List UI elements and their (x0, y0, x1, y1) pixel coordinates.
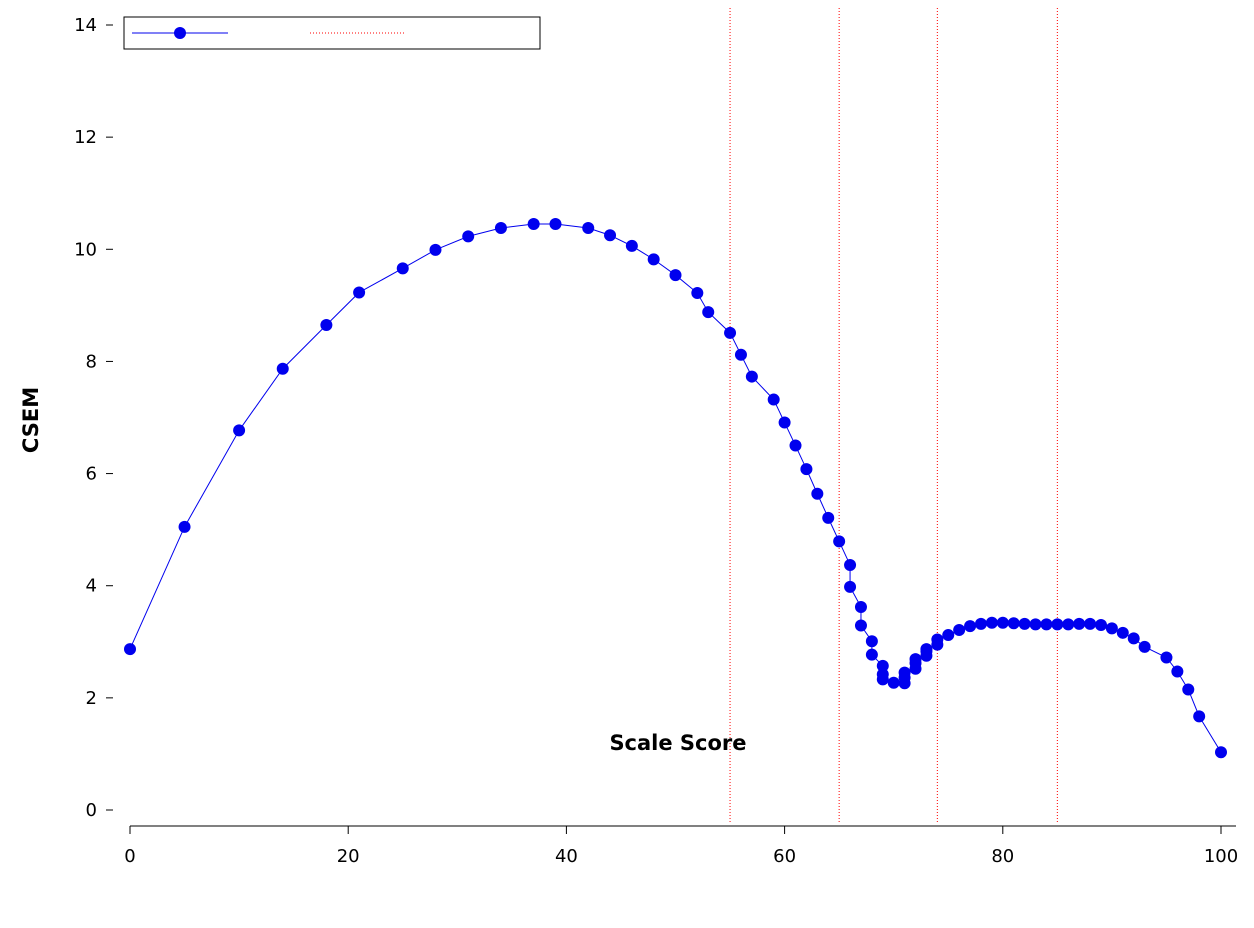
data-point (1051, 618, 1064, 631)
data-point (931, 633, 944, 646)
x-tick-label: 80 (991, 846, 1014, 867)
axes: 0 20 40 60 80 100 0 2 4 6 8 10 12 14 (74, 15, 1238, 867)
data-point (669, 269, 682, 282)
data-point (844, 558, 857, 571)
data-point (353, 286, 366, 299)
data-point (1171, 665, 1184, 678)
data-point (702, 306, 715, 319)
x-tick-label: 100 (1204, 846, 1238, 867)
data-point (745, 370, 758, 383)
x-tick-label: 20 (337, 846, 360, 867)
data-point (625, 239, 638, 252)
y-tick-label: 4 (86, 576, 97, 597)
legend (123, 16, 541, 50)
data-point (909, 653, 922, 666)
data-point (942, 629, 955, 642)
data-point (320, 318, 333, 331)
data-point (1160, 651, 1173, 664)
data-point (854, 619, 867, 632)
y-tick-label: 14 (74, 15, 97, 36)
data-point (1127, 632, 1140, 645)
y-axis-title: CSEM (19, 387, 43, 453)
data-point (996, 616, 1009, 629)
data-point (429, 243, 442, 256)
data-point (1018, 617, 1031, 630)
data-point (811, 487, 824, 500)
data-point (1105, 622, 1118, 635)
data-point (734, 348, 747, 361)
data-point (647, 253, 660, 266)
data-point (178, 520, 191, 533)
data-point (800, 463, 813, 476)
data-point (604, 229, 617, 242)
data-point (582, 221, 595, 234)
data-point (1193, 710, 1206, 723)
y-tick-label: 6 (86, 464, 97, 485)
data-point (865, 635, 878, 648)
data-point (985, 616, 998, 629)
data-point (1215, 746, 1227, 759)
y-tick-label: 8 (86, 351, 97, 372)
data-point (876, 673, 889, 686)
data-point (1182, 683, 1195, 696)
data-point (1007, 617, 1020, 630)
data-point (1040, 618, 1053, 631)
data-point (549, 218, 562, 231)
data-point (276, 362, 289, 375)
data-point (494, 221, 507, 234)
data-point (767, 393, 780, 406)
data-point (462, 230, 475, 243)
data-point (778, 416, 791, 429)
y-tick-label: 12 (74, 127, 97, 148)
data-point (974, 617, 987, 630)
cut-score-lines (729, 8, 1058, 824)
x-tick-label: 0 (124, 846, 135, 867)
data-point (865, 648, 878, 661)
data-point (964, 620, 977, 633)
data-point (1116, 626, 1129, 639)
data-point (898, 666, 911, 679)
series (124, 218, 1227, 759)
data-point (876, 659, 889, 672)
data-point (844, 580, 857, 593)
y-tick-label: 0 (86, 800, 97, 821)
data-point (691, 287, 704, 300)
data-point (396, 262, 409, 275)
data-point (1062, 618, 1075, 631)
data-point (1094, 618, 1107, 631)
data-point (833, 535, 846, 548)
x-tick-label: 40 (555, 846, 578, 867)
data-point (789, 439, 802, 452)
legend-series-marker (174, 27, 186, 39)
y-tick-label: 10 (74, 239, 97, 260)
x-tick-label: 60 (773, 846, 796, 867)
data-point (1138, 640, 1151, 653)
data-point (124, 643, 136, 656)
y-tick-label: 2 (86, 688, 97, 709)
data-point (887, 676, 900, 689)
data-point (1029, 618, 1042, 631)
data-point (724, 326, 737, 339)
data-point (527, 218, 540, 231)
data-point (822, 511, 835, 524)
data-point (233, 424, 246, 437)
data-point (1084, 617, 1097, 630)
x-axis-title: Scale Score (609, 731, 746, 755)
data-point (1073, 617, 1086, 630)
data-point (953, 624, 966, 637)
data-point (854, 601, 867, 614)
data-point (920, 643, 933, 656)
